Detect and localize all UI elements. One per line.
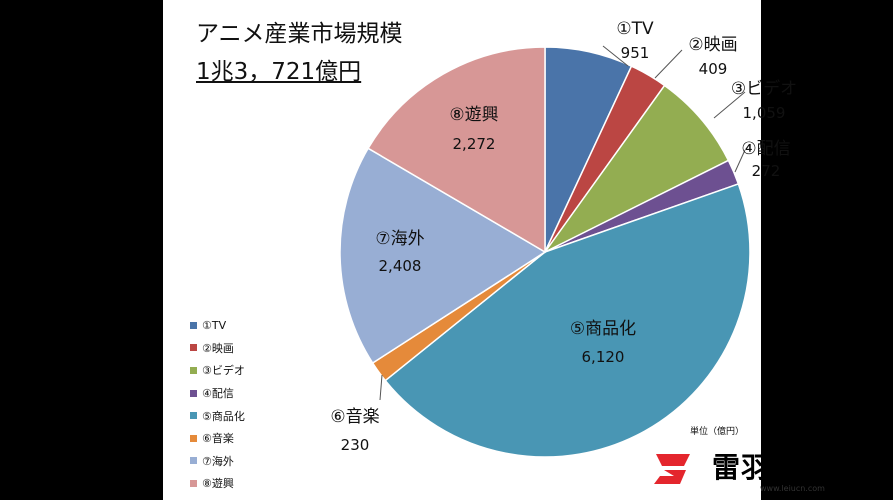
unit-note: 単位（億円） (690, 427, 745, 437)
slice-category-label: ⑥音楽 (330, 407, 379, 427)
legend-label: ⑤商品化 (202, 409, 245, 423)
pie-slice (339, 147, 547, 365)
legend-swatch (190, 457, 197, 465)
legend-item: ②映画 (190, 337, 245, 360)
slice-value-label: 272 (752, 162, 781, 180)
legend-item: ⑦海外 (190, 450, 245, 473)
slice-category-label: ③ビデオ (731, 78, 797, 99)
slice-category-label: ①TV (616, 19, 654, 39)
legend-swatch (190, 321, 197, 329)
legend-item: ③ビデオ (190, 359, 245, 382)
slice-category-label: ⑦海外 (375, 229, 424, 249)
slice-category-label: ②映画 (688, 35, 737, 55)
slice-value-label: 2,272 (453, 135, 496, 153)
legend-item: ⑧遊興 (190, 472, 245, 495)
legend-item: ①TV (190, 314, 245, 337)
slice-value-label: 1,059 (743, 104, 786, 122)
legend-label: ①TV (202, 318, 227, 332)
slice-value-label: 6,120 (582, 348, 625, 366)
leader-line (734, 149, 746, 173)
slice-value-label: 951 (621, 44, 650, 62)
leader-line (379, 374, 383, 401)
legend-label: ⑦海外 (202, 454, 234, 468)
watermark: 雷羽手游网 www.leiucn.com (640, 436, 893, 500)
leader-line (602, 45, 629, 67)
chart-title: アニメ産業市場規模 (196, 21, 403, 47)
brand-name: 雷羽手游网 (712, 451, 858, 484)
slice-value-label: 230 (341, 436, 370, 454)
legend-swatch (190, 412, 197, 420)
chart-legend: ①TV ②映画 ③ビデオ ④配信 ⑤商品化 ⑥音楽 ⑦海外 ⑧遊興 (190, 314, 245, 495)
legend-swatch (190, 344, 197, 352)
brand-logo-icon (646, 442, 700, 496)
legend-item: ⑤商品化 (190, 404, 245, 427)
legend-label: ④配信 (202, 387, 234, 401)
pie-slice (367, 46, 546, 254)
leader-line (713, 91, 746, 119)
leader-line (654, 49, 683, 79)
legend-label: ③ビデオ (202, 364, 245, 378)
brand-url: www.leiucn.com (760, 484, 825, 493)
slice-category-label: ④配信 (741, 139, 790, 159)
slice-value-label: 409 (699, 60, 728, 78)
slice-value-label: 2,408 (379, 257, 422, 275)
legend-item: ⑥音楽 (190, 427, 245, 450)
legend-label: ⑧遊興 (202, 477, 234, 491)
legend-swatch (190, 366, 197, 374)
pie-slice (384, 182, 751, 458)
slice-category-label: ⑧遊興 (449, 105, 498, 125)
pie-slice (544, 84, 730, 253)
slice-category-label: ⑤商品化 (570, 319, 636, 339)
legend-swatch (190, 479, 197, 487)
legend-swatch (190, 389, 197, 397)
legend-item: ④配信 (190, 382, 245, 405)
chart-subtitle: 1兆3，721億円 (196, 59, 362, 85)
legend-label: ②映画 (202, 341, 234, 355)
legend-label: ⑥音楽 (202, 432, 234, 446)
legend-swatch (190, 434, 197, 442)
